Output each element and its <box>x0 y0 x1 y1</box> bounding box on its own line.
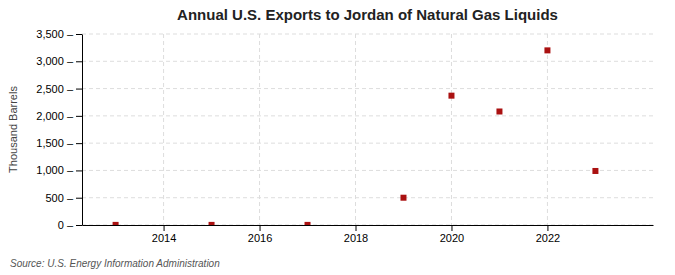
point <box>305 222 311 225</box>
x-grid-line <box>163 34 164 225</box>
y-tick: 500 – <box>45 192 82 204</box>
y-tick-mark <box>76 170 82 171</box>
y-tick-label: 1,000 – <box>36 164 74 176</box>
y-tick: 1,000 – <box>36 164 82 176</box>
x-tick: 2014 <box>152 225 176 244</box>
y-grid-line <box>82 115 653 116</box>
y-tick-label: 3,000 – <box>36 55 74 67</box>
x-tick-mark <box>356 225 357 231</box>
x-axis-line <box>83 225 654 226</box>
x-tick-label: 2018 <box>344 232 368 244</box>
x-tick: 2022 <box>536 225 560 244</box>
grid <box>82 34 653 225</box>
x-tick: 2018 <box>344 225 368 244</box>
y-grid-line <box>82 170 653 171</box>
y-tick-mark <box>76 225 82 226</box>
y-tick-label: 3,500 – <box>36 28 74 40</box>
point <box>544 47 550 53</box>
y-tick-mark <box>76 89 82 90</box>
x-tick-mark <box>451 225 452 231</box>
y-tick: 3,500 – <box>36 28 82 40</box>
y-tick: 0 – <box>58 219 82 231</box>
x-tick-mark <box>547 225 548 231</box>
y-grid-line <box>82 61 653 62</box>
point <box>496 108 502 114</box>
y-grid-line <box>82 225 653 226</box>
y-tick-mark <box>76 143 82 144</box>
point <box>592 168 598 174</box>
source: Source: U.S. Energy Information Administ… <box>10 258 220 269</box>
y-tick-label: 1,500 – <box>36 137 74 149</box>
y-tick-label: 2,000 – <box>36 110 74 122</box>
x-grid-line <box>259 34 260 225</box>
y-grid-line <box>82 34 653 35</box>
plot-area: 2014 2016 2018 2020 2022 0 – 500 – 1,000 – 1,500… <box>36 28 653 244</box>
x-axis: 2014 2016 2018 2020 2022 <box>83 225 654 244</box>
y-tick-mark <box>76 61 82 62</box>
x-tick-label: 2020 <box>440 232 464 244</box>
y-tick-label: 0 – <box>58 219 74 231</box>
points <box>113 47 599 225</box>
y-tick-mark <box>76 198 82 199</box>
y-axis-line <box>82 35 83 226</box>
point <box>400 195 406 201</box>
y-tick-label: 500 – <box>45 192 73 204</box>
y-tick: 1,500 – <box>36 137 82 149</box>
y-axis: 0 – 500 – 1,000 – 1,500 – 2,000 – 2,500 – 3,00… <box>36 28 82 231</box>
point <box>448 93 454 99</box>
y-tick-mark <box>76 116 82 117</box>
y-tick-mark <box>76 34 82 35</box>
x-tick-label: 2022 <box>536 232 560 244</box>
y-tick: 2,500 – <box>36 83 82 95</box>
y-grid-line <box>82 88 653 89</box>
x-grid-line <box>451 34 452 225</box>
x-tick-mark <box>164 225 165 231</box>
y-axis-title: Thousand Barrels <box>7 86 19 173</box>
x-tick-mark <box>260 225 261 231</box>
title: Annual U.S. Exports to Jordan of Natural… <box>177 6 558 23</box>
y-tick: 2,000 – <box>36 110 82 122</box>
point <box>209 222 215 225</box>
y-grid-line <box>82 197 653 198</box>
y-tick: 3,000 – <box>36 55 82 67</box>
x-grid-line <box>355 34 356 225</box>
x-tick-label: 2016 <box>248 232 272 244</box>
point <box>113 222 119 225</box>
x-tick: 2020 <box>440 225 464 244</box>
y-tick-label: 2,500 – <box>36 83 74 95</box>
x-tick: 2016 <box>248 225 272 244</box>
chart: 2014 2016 2018 2020 2022 0 – 500 – 1,000 – 1,500… <box>0 0 675 275</box>
x-grid-line <box>547 34 548 225</box>
y-grid-line <box>82 143 653 144</box>
x-tick-label: 2014 <box>152 232 176 244</box>
